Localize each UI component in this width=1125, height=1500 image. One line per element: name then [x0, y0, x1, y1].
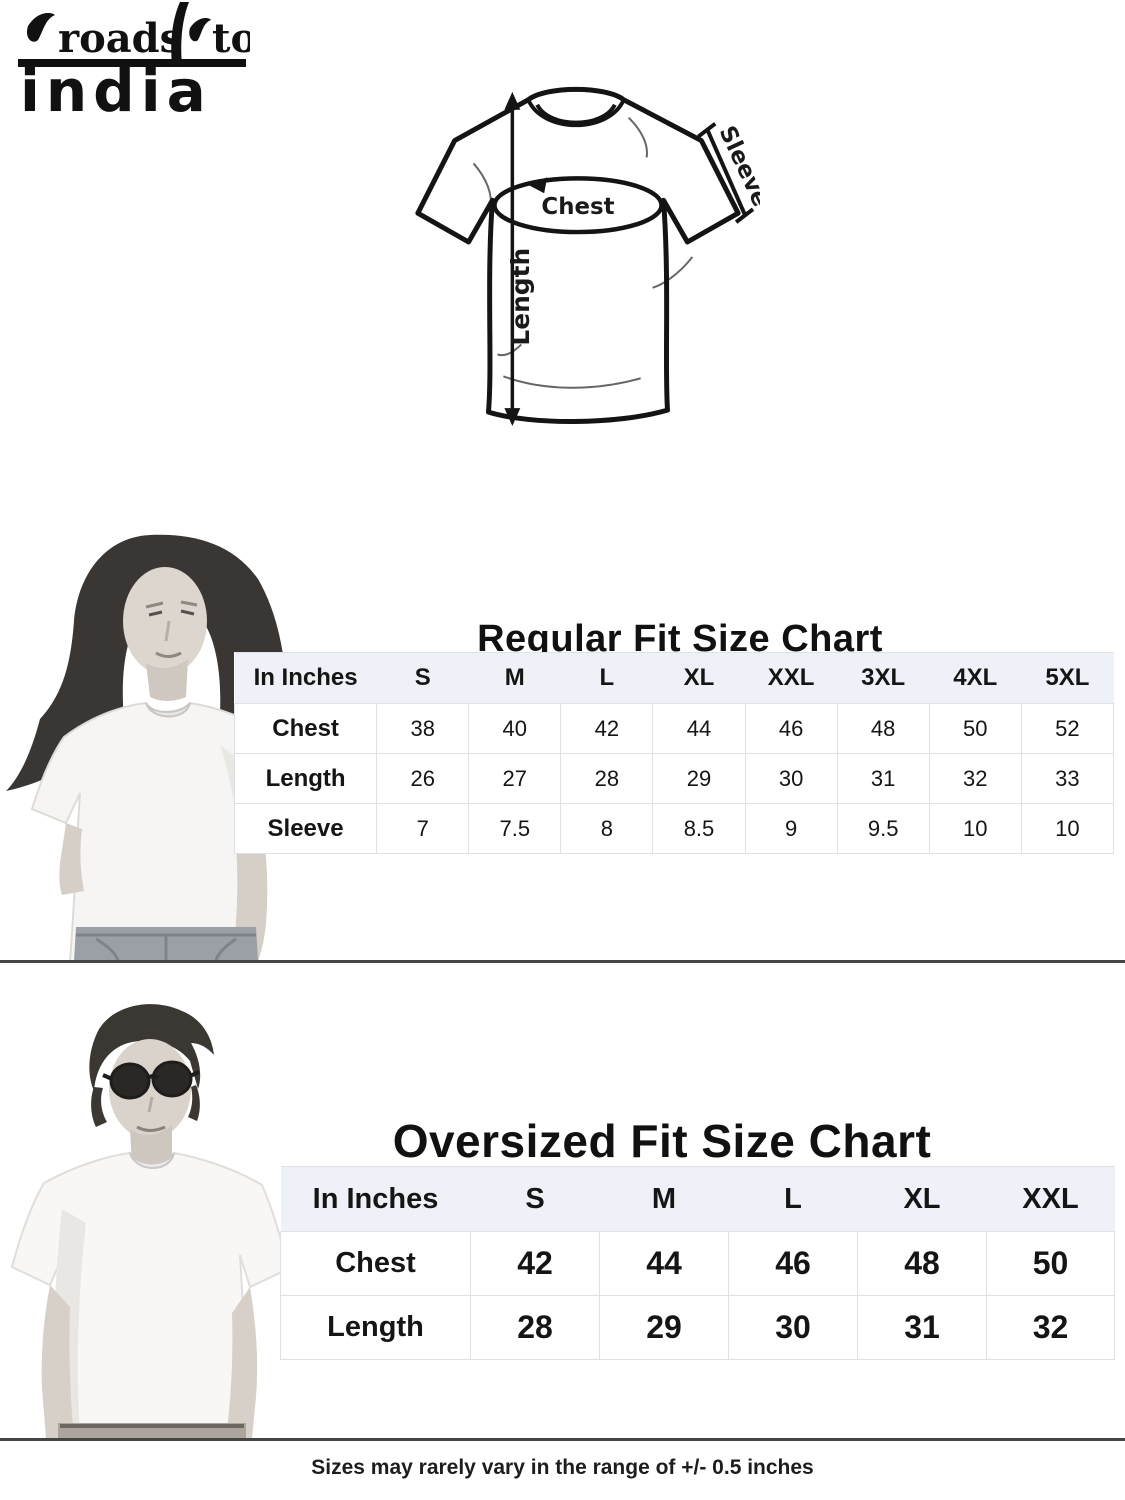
size-value-cell: 8	[560, 803, 654, 854]
size-value-cell: 10	[1020, 803, 1115, 854]
man-sunglasses-icon	[102, 1060, 200, 1100]
tshirt-wrinkle-lines	[472, 116, 694, 389]
tshirt-outline	[415, 86, 741, 425]
size-value-cell: 50	[986, 1231, 1115, 1296]
logo-leaf-icon	[189, 18, 211, 42]
row-label: Length	[233, 753, 378, 804]
man-hair	[89, 1004, 214, 1127]
size-col-header: XXL	[745, 652, 838, 704]
oversized-fit-title: Oversized Fit Size Chart	[392, 1115, 932, 1168]
section-divider	[0, 960, 1125, 963]
size-col-header: M	[468, 652, 561, 704]
size-col-header: XL	[652, 652, 746, 704]
regular-fit-model-photo	[6, 534, 330, 961]
size-tolerance-note: Sizes may rarely vary in the range of +/…	[311, 1456, 814, 1479]
size-value-cell: 32	[986, 1295, 1115, 1360]
size-value-cell: 44	[652, 703, 746, 754]
size-col-header: L	[560, 652, 653, 704]
regular-table-row-chest: Chest 38 40 42 44 46 48 50 52	[233, 703, 1115, 754]
length-measure-arrow	[504, 91, 521, 427]
oversized-table-row-chest: Chest 42 44 46 48 50	[280, 1231, 1115, 1296]
chest-measure-ellipse	[492, 176, 664, 235]
unit-header-cell: In Inches	[234, 652, 377, 704]
size-value-cell: 31	[857, 1295, 987, 1360]
size-value-cell: 7.5	[468, 803, 562, 854]
size-col-header: 4XL	[929, 652, 1022, 704]
size-value-cell: 30	[744, 753, 838, 804]
tshirt-collar-lines	[526, 98, 626, 128]
oversized-table-header-row: In Inches S M L XL XXL	[280, 1166, 1115, 1232]
size-value-cell: 38	[376, 703, 470, 754]
oversized-fit-model-photo	[10, 1004, 290, 1438]
size-value-cell: 28	[560, 753, 654, 804]
size-col-header: 3XL	[837, 652, 930, 704]
size-col-header: XXL	[986, 1166, 1115, 1232]
size-value-cell: 9.5	[836, 803, 930, 854]
size-value-cell: 9	[744, 803, 838, 854]
size-col-header: S	[376, 652, 469, 704]
size-value-cell: 52	[1020, 703, 1115, 754]
section-divider	[0, 1438, 1125, 1441]
size-value-cell: 44	[599, 1231, 729, 1296]
size-value-cell: 29	[652, 753, 746, 804]
row-label: Sleeve	[233, 803, 378, 854]
size-col-header: S	[470, 1166, 600, 1232]
woman-jeans	[74, 927, 258, 961]
size-col-header: M	[599, 1166, 729, 1232]
logo-shirorekha-bar	[18, 59, 246, 67]
size-value-cell: 29	[599, 1295, 729, 1360]
size-value-cell: 48	[836, 703, 930, 754]
size-col-header: L	[728, 1166, 858, 1232]
size-value-cell: 42	[560, 703, 654, 754]
size-col-header: 5XL	[1021, 652, 1114, 704]
oversized-table-row-length: Length 28 29 30 31 32	[280, 1295, 1115, 1360]
size-value-cell: 33	[1020, 753, 1115, 804]
size-value-cell: 32	[928, 753, 1022, 804]
regular-table-header-row: In Inches S M L XL XXL 3XL 4XL 5XL	[234, 652, 1114, 704]
row-label: Chest	[233, 703, 378, 754]
length-label: Length	[506, 248, 535, 346]
woman-face	[123, 567, 207, 675]
size-value-cell: 31	[836, 753, 930, 804]
size-value-cell: 40	[468, 703, 562, 754]
brand-logo: roads to india	[18, 2, 250, 116]
chest-label: Chest	[541, 194, 614, 220]
woman-neck	[146, 659, 188, 701]
size-value-cell: 8.5	[652, 803, 746, 854]
size-value-cell: 30	[728, 1295, 858, 1360]
size-value-cell: 7	[376, 803, 470, 854]
size-value-cell: 46	[728, 1231, 858, 1296]
size-col-header: XL	[857, 1166, 987, 1232]
man-neck	[130, 1125, 172, 1169]
tshirt-measurement-diagram: Length Chest Sleeve	[415, 86, 760, 427]
regular-fit-size-table: In Inches S M L XL XXL 3XL 4XL 5XL Chest…	[233, 652, 1115, 854]
oversized-fit-size-table: In Inches S M L XL XXL Chest 42 44 46 48…	[280, 1166, 1115, 1360]
size-value-cell: 26	[376, 753, 470, 804]
regular-table-row-length: Length 26 27 28 29 30 31 32 33	[233, 753, 1115, 804]
logo-word-india: india	[20, 57, 212, 116]
size-value-cell: 42	[470, 1231, 600, 1296]
man-arms	[41, 1285, 258, 1438]
row-label: Chest	[280, 1231, 471, 1296]
size-value-cell: 46	[744, 703, 838, 754]
man-pants	[58, 1423, 246, 1438]
size-value-cell: 28	[470, 1295, 600, 1360]
size-value-cell: 48	[857, 1231, 987, 1296]
size-value-cell: 10	[928, 803, 1022, 854]
sleeve-measure-line	[697, 122, 755, 224]
logo-word-roads: roads	[58, 15, 182, 62]
logo-word-to: to	[212, 15, 250, 62]
unit-header-cell: In Inches	[280, 1166, 471, 1232]
size-value-cell: 27	[468, 753, 562, 804]
row-label: Length	[280, 1295, 471, 1360]
logo-ascender-stroke	[171, 2, 189, 64]
logo-leaf-icon	[27, 12, 55, 42]
size-value-cell: 50	[928, 703, 1022, 754]
regular-table-row-sleeve: Sleeve 7 7.5 8 8.5 9 9.5 10 10	[233, 803, 1115, 854]
